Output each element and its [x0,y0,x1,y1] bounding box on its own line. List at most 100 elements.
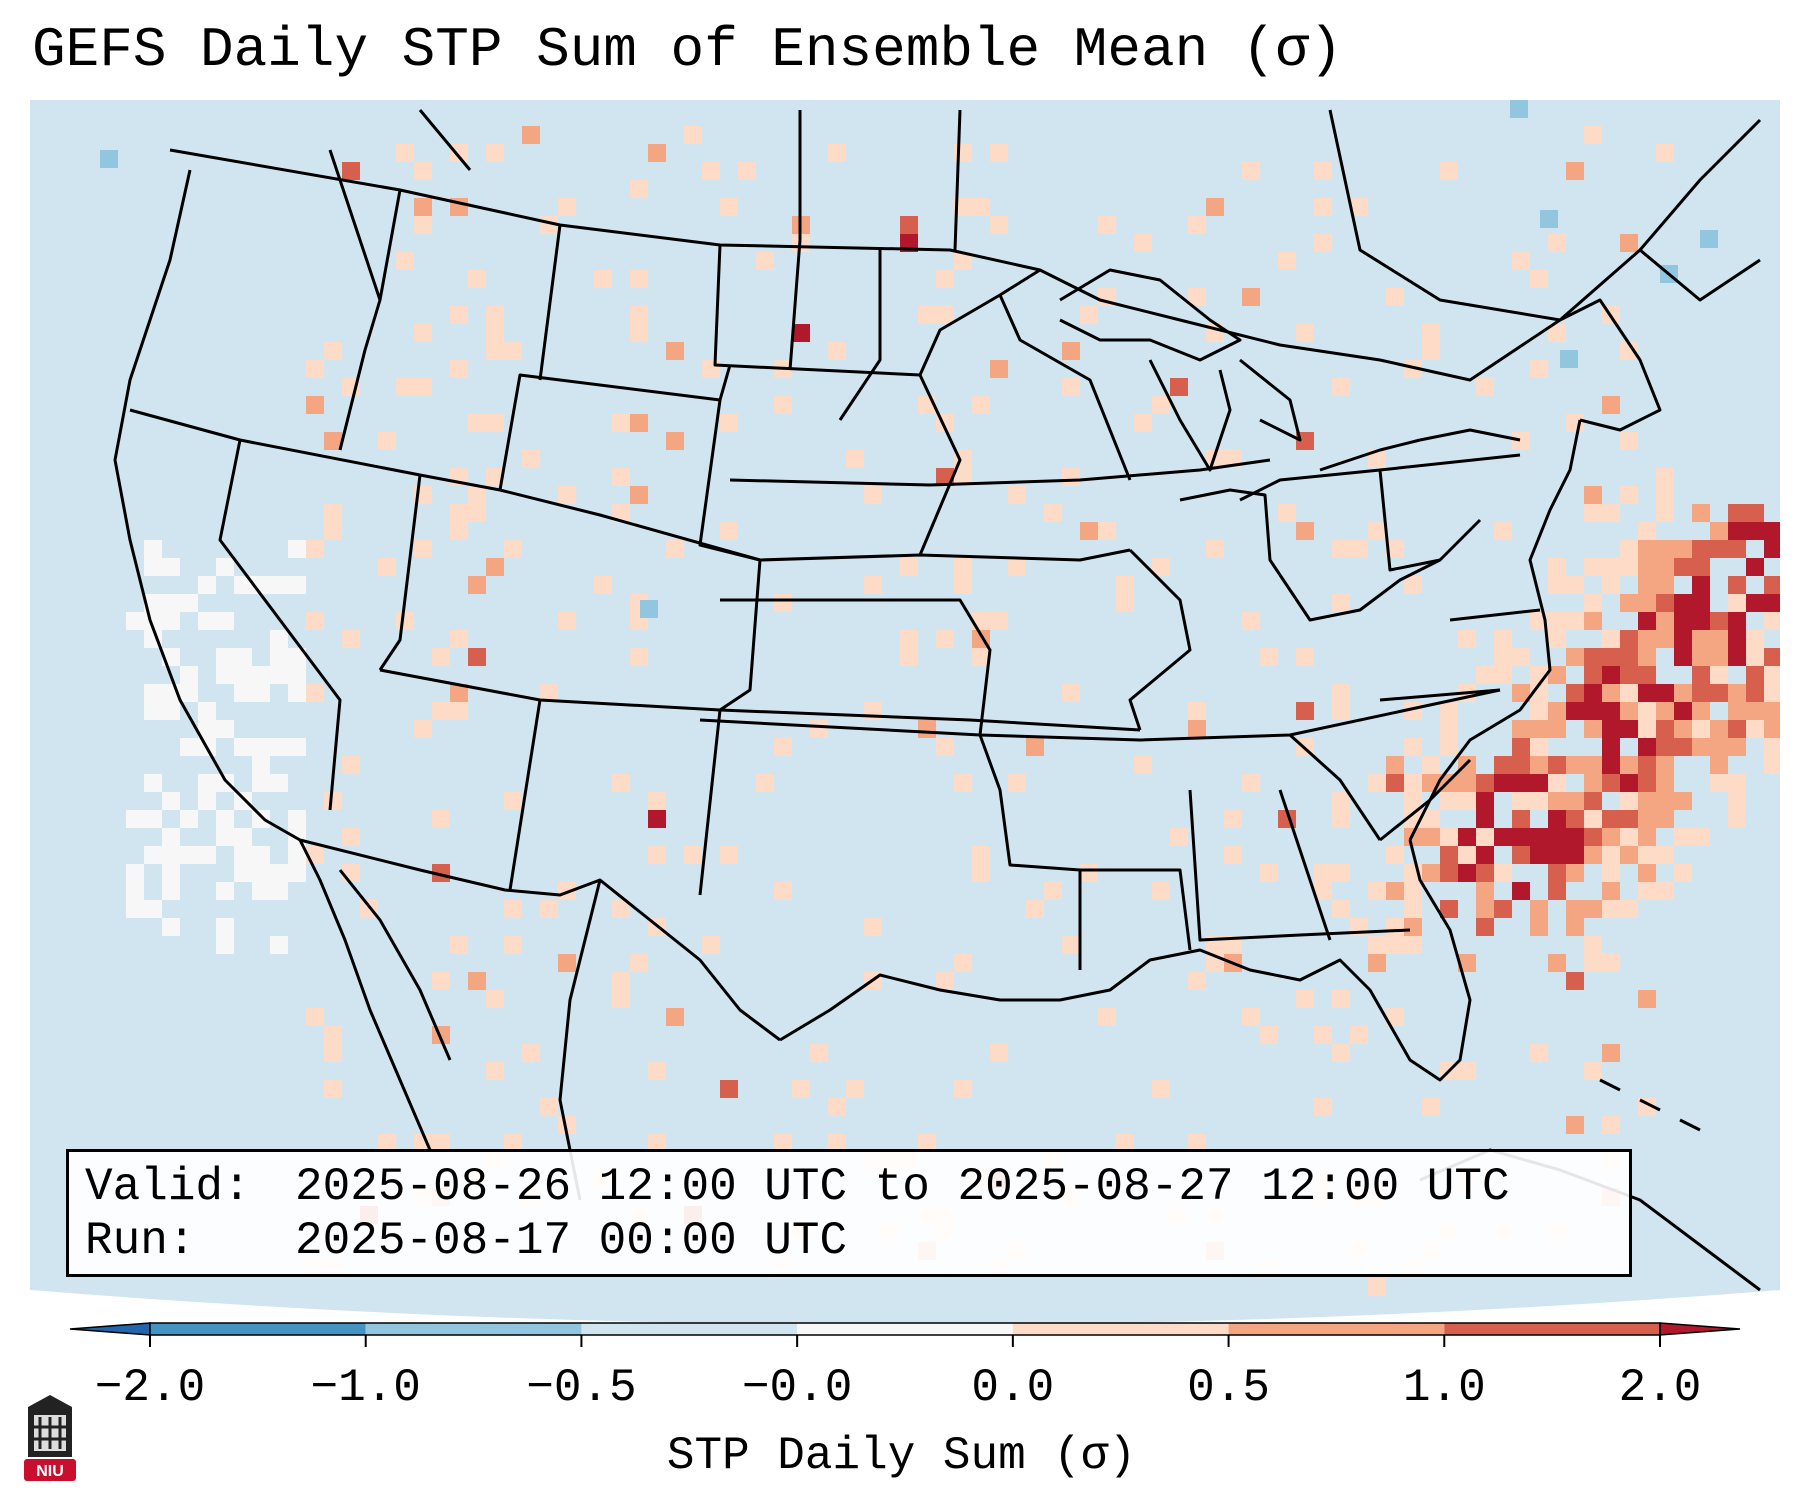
stp-cell [1368,774,1386,792]
stp-cell [1476,774,1494,792]
stp-cell [1620,828,1638,846]
colorbar-tick-label: −1.0 [310,1362,421,1414]
stp-cell [1566,612,1584,630]
stp-cell [612,468,630,486]
stp-cell [1188,720,1206,738]
stp-cell [1242,1008,1260,1026]
stp-cell [900,234,918,252]
stp-cell [1494,828,1512,846]
stp-cell [1224,846,1242,864]
stp-cell [1224,936,1242,954]
stp-cell [468,648,486,666]
stp-cell [1260,1026,1278,1044]
stp-cell [1638,630,1656,648]
stp-cell [1602,774,1620,792]
stp-cell [1728,612,1746,630]
stp-cell [306,612,324,630]
stp-cell [1602,1044,1620,1062]
stp-cell [972,198,990,216]
stp-cell [990,1044,1008,1062]
stp-cell [180,666,198,684]
stp-cell [720,522,738,540]
stp-cell [1386,540,1404,558]
stp-cell [972,648,990,666]
stp-cell [936,630,954,648]
stp-cell [180,810,198,828]
stp-cell [612,774,630,792]
stp-cell [1098,522,1116,540]
stp-cell [1206,198,1224,216]
stp-cell [1764,540,1780,558]
stp-cell [1584,612,1602,630]
stp-cell [1602,1116,1620,1134]
stp-cell [1314,864,1332,882]
stp-cell [864,576,882,594]
stp-cell [1692,666,1710,684]
stp-cell [1782,612,1800,630]
colorbar-bin [581,1323,798,1335]
stp-cell [1386,756,1404,774]
stp-cell [1548,630,1566,648]
stp-cell [1782,504,1800,522]
stp-cell [846,1080,864,1098]
stp-cell [1602,558,1620,576]
stp-cell [324,1026,342,1044]
stp-cell [1638,756,1656,774]
stp-cell [1638,522,1656,540]
stp-cell [504,342,522,360]
stp-cell [324,1044,342,1062]
colorbar-bin [1012,1323,1229,1335]
stp-cell [1530,1044,1548,1062]
stp-cell [1728,684,1746,702]
stp-cell [1728,702,1746,720]
stp-cell [288,648,306,666]
stp-cell [198,720,216,738]
stp-cell [1638,612,1656,630]
stp-cell [1584,594,1602,612]
stp-cell [1728,540,1746,558]
stp-cell [1512,738,1530,756]
stp-cell [1728,630,1746,648]
stp-cell [1458,774,1476,792]
stp-cell [1386,846,1404,864]
stp-cell [972,864,990,882]
stp-cell [684,846,702,864]
stp-cell [1620,630,1638,648]
stp-cell [1764,684,1780,702]
stp-cell [1674,540,1692,558]
stp-cell [1692,720,1710,738]
stp-cell [1656,774,1674,792]
stp-cell [1710,630,1728,648]
stp-cell [324,792,342,810]
stp-cell [1566,864,1584,882]
stp-cell [252,810,270,828]
stp-cell [1314,882,1332,900]
stp-cell [1674,594,1692,612]
stp-cell [1692,630,1710,648]
stp-cell [1332,990,1350,1008]
stp-cell [1764,738,1780,756]
stp-cell [954,252,972,270]
stp-cell [1332,1044,1350,1062]
stp-cell [1566,846,1584,864]
stp-cell [594,270,612,288]
stp-cell [1422,864,1440,882]
stp-cell [1656,810,1674,828]
stp-cell [1422,828,1440,846]
stp-cell [1566,162,1584,180]
stp-cell [1188,216,1206,234]
stp-cell [1440,846,1458,864]
stp-cell [414,324,432,342]
stp-cell [1494,648,1512,666]
stp-cell [1620,342,1638,360]
stp-cell [1638,540,1656,558]
stp-cell [1062,936,1080,954]
stp-cell [1062,684,1080,702]
stp-cell [1242,612,1260,630]
stp-cell [504,792,522,810]
stp-cell [1674,648,1692,666]
stp-cell [1314,198,1332,216]
stp-cell [252,684,270,702]
stp-cell [954,576,972,594]
stp-cell [1638,684,1656,702]
